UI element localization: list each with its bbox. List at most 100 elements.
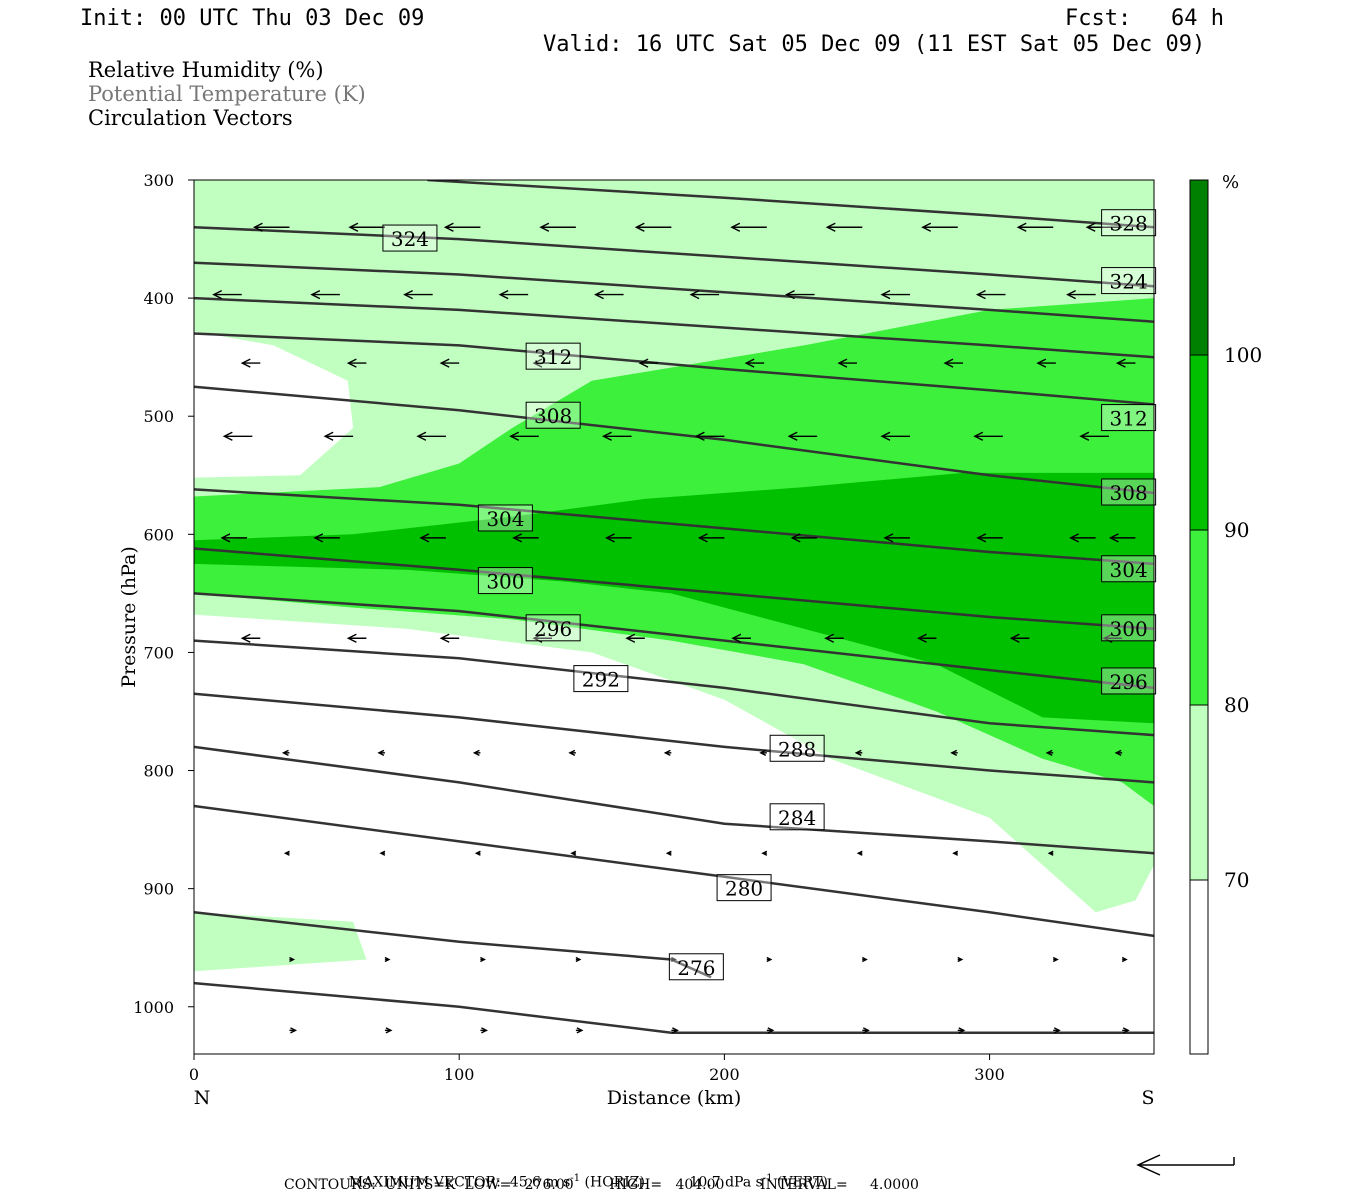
theta-contour-308	[194, 547, 1154, 631]
rh-90-100-region	[194, 472, 1154, 724]
contour-label: 292	[573, 665, 629, 693]
colorbar-level-label: 70	[1224, 868, 1249, 892]
circulation-vector	[313, 533, 340, 543]
circulation-vector	[744, 358, 765, 368]
circulation-vector	[975, 289, 1006, 300]
circulation-vector	[252, 222, 290, 232]
contour-label: 308	[1101, 478, 1157, 506]
circulation-vector	[439, 358, 460, 368]
circulation-vector	[952, 850, 959, 856]
circulation-vector	[568, 749, 576, 756]
circulation-vector	[1122, 1027, 1130, 1034]
theta-contour-312	[194, 332, 1154, 406]
circulation-vector	[1036, 358, 1056, 368]
circulation-vector	[943, 358, 964, 368]
circulation-vector	[472, 749, 481, 756]
circulation-vector	[439, 633, 460, 643]
valid-time: Valid: 16 UTC Sat 05 Dec 09 (11 EST Sat …	[543, 32, 1206, 57]
circulation-vector	[790, 533, 818, 543]
circulation-vector	[289, 1027, 298, 1034]
circulation-vector	[1053, 1027, 1061, 1034]
circulation-vector	[957, 956, 964, 963]
circulation-vector	[1052, 956, 1059, 963]
contour-label: 288	[769, 734, 825, 762]
contour-label-text: 304	[486, 507, 524, 531]
reference-vector-icon	[1136, 1154, 1235, 1176]
circulation-vector	[634, 222, 672, 232]
y-tick-label: 300	[143, 171, 174, 190]
colorbar-frame	[1189, 179, 1209, 1055]
circulation-vector	[1115, 358, 1136, 368]
circulation-vector	[880, 289, 911, 300]
circulation-vector	[921, 222, 958, 232]
theta-contour-304	[194, 592, 1154, 690]
circulation-vector	[240, 633, 261, 643]
circulation-vector	[605, 533, 632, 543]
circulation-vector	[957, 1027, 966, 1034]
circulation-vector	[403, 289, 433, 300]
circulation-vector	[222, 431, 253, 441]
circulation-vector	[759, 749, 767, 756]
circulation-vector	[1079, 431, 1109, 441]
circulation-vector	[220, 533, 248, 543]
circulation-vector	[671, 1027, 679, 1034]
circulation-vector	[950, 749, 958, 756]
circulation-vector	[509, 431, 539, 441]
theta-contour-304	[194, 639, 1154, 737]
legend-relative-humidity: Relative Humidity (%)	[88, 58, 324, 82]
contour-label-text: 284	[778, 806, 816, 830]
colorbar-level-label: 90	[1224, 518, 1249, 542]
contour-label: 324	[382, 224, 438, 252]
y-tick-label: 400	[143, 289, 174, 308]
contour-label: 300	[1101, 614, 1157, 642]
plot-frame	[193, 179, 1155, 1055]
circulation-vector	[694, 431, 725, 441]
vert-exponent: -1	[762, 1173, 773, 1184]
circulation-vector	[825, 222, 863, 232]
contour-label: 304	[1101, 555, 1157, 583]
circulation-vector	[416, 431, 446, 441]
circulation-vector	[976, 533, 1003, 543]
theta-contour-296	[194, 804, 1154, 938]
circulation-vector	[310, 289, 340, 300]
circulation-vector	[883, 533, 911, 543]
contour-label: 308	[525, 401, 581, 429]
y-tick-label: 500	[143, 407, 174, 426]
x-end-right: S	[1141, 1087, 1154, 1109]
colorbar-level-label: 100	[1224, 343, 1262, 367]
colorbar-swatch	[1190, 530, 1208, 705]
y-tick-label: 700	[143, 643, 174, 662]
forecast-hour: Fcst: 64 h	[1065, 6, 1224, 31]
theta-contour-300	[194, 745, 1154, 855]
theta-contour-292	[194, 981, 1154, 1034]
circulation-vector	[1009, 633, 1030, 643]
theta-contour-324	[194, 225, 1154, 288]
y-tick-label: 1000	[133, 998, 174, 1017]
circulation-vector	[348, 222, 385, 232]
circulation-vector	[539, 222, 576, 232]
contour-label: 300	[477, 567, 533, 595]
contour-label: 280	[716, 874, 772, 902]
colorbar-level-label: 80	[1224, 693, 1249, 717]
circulation-vector	[665, 850, 672, 856]
contour-label-text: 300	[1110, 617, 1148, 641]
contour-info: CONTOURS: UNITS=K LOW= 276.00 HIGH= 404.…	[284, 1177, 919, 1193]
circulation-vector	[346, 358, 367, 368]
y-axis-title: Pressure (hPa)	[118, 546, 140, 688]
circulation-vector	[787, 431, 818, 441]
contour-label: 312	[1101, 404, 1157, 432]
contour-label-text: 296	[1110, 670, 1148, 694]
contour-label-text: 300	[486, 570, 524, 594]
contour-label-text: 276	[677, 956, 715, 980]
circulation-vector	[212, 289, 242, 300]
circulation-vector	[861, 956, 868, 963]
theta-contour-320	[194, 296, 1154, 359]
circulation-vector	[730, 222, 767, 232]
contour-label: 296	[1101, 667, 1157, 695]
x-tick-label: 0	[189, 1065, 199, 1084]
max-vector-vert-suffix: (VERT)	[777, 1174, 828, 1191]
max-vector-horiz: MAXIMUM VECTOR: 45.6 m s	[348, 1174, 571, 1191]
circulation-vector	[379, 850, 386, 856]
circulation-vector	[625, 633, 645, 643]
circulation-vector	[731, 633, 751, 643]
